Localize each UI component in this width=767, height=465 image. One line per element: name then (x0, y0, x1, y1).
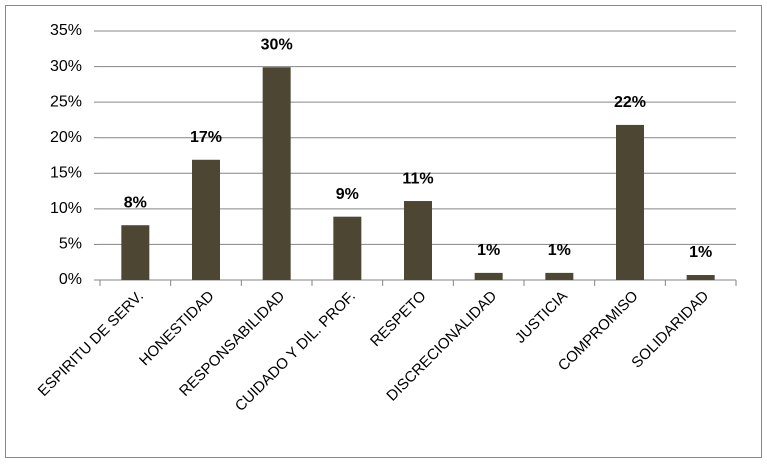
chart-border (5, 5, 762, 458)
value-label: 30% (261, 37, 293, 54)
y-tick-label: 10% (50, 200, 82, 217)
bar (121, 225, 150, 280)
bar (192, 159, 220, 280)
y-tick-label: 15% (50, 165, 82, 182)
bar (616, 124, 644, 280)
value-label: 17% (190, 129, 222, 146)
bar (404, 201, 432, 280)
y-tick-label: 20% (50, 129, 82, 146)
value-label: 1% (477, 242, 500, 259)
y-tick-label: 25% (50, 93, 82, 110)
bar (262, 67, 291, 280)
y-tick-label: 35% (50, 22, 82, 39)
value-label: 11% (402, 170, 433, 187)
value-label: 1% (548, 242, 571, 259)
y-tick-label: 5% (59, 236, 82, 253)
value-label: 9% (336, 186, 359, 203)
value-label: 22% (614, 94, 646, 111)
bar (333, 216, 362, 280)
value-label: 8% (124, 194, 147, 211)
bar (474, 272, 503, 280)
value-label: 1% (689, 244, 712, 261)
y-tick-label: 30% (50, 58, 82, 75)
bar (545, 272, 574, 280)
bar (686, 275, 715, 280)
y-tick-label: 0% (59, 271, 82, 288)
